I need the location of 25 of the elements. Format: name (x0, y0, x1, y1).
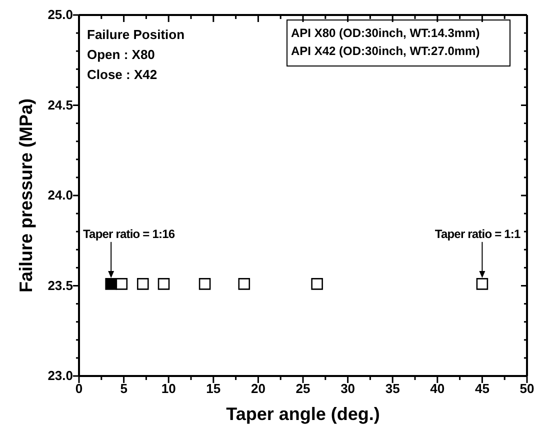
annotation: API X80 (OD:30inch, WT:14.3mm) (291, 26, 480, 40)
annotation: Taper ratio = 1:1 (434, 226, 521, 241)
y-axis-title: Failure pressure (MPa) (16, 98, 36, 293)
annotation: Open : X80 (87, 47, 155, 62)
x-tick-label: 15 (206, 381, 221, 396)
annotation: Failure Position (87, 27, 185, 42)
y-tick-label: 23.0 (48, 368, 73, 384)
x-tick-label: 25 (296, 381, 310, 396)
x-tick-label: 0 (75, 381, 83, 396)
x-tick-label: 40 (430, 381, 445, 396)
annotation: API X42 (OD:30inch, WT:27.0mm) (291, 44, 480, 58)
x-tick-label: 10 (161, 381, 176, 396)
x-tick-label: 50 (520, 381, 534, 396)
y-tick-label: 24.5 (48, 97, 73, 112)
y-tick-label: 24.0 (48, 188, 73, 203)
x-tick-label: 30 (340, 381, 356, 396)
x-tick-label: 35 (385, 381, 400, 396)
y-tick-label: 25.0 (48, 7, 73, 22)
annotation: Taper ratio = 1:16 (83, 226, 176, 241)
x-axis-title: Taper angle (deg.) (226, 404, 380, 424)
y-tick-label: 23.5 (48, 278, 73, 293)
x-tick-label: 20 (250, 381, 266, 396)
x-tick-label: 5 (120, 381, 128, 396)
annotation: Close : X42 (87, 67, 158, 82)
x-tick-label: 45 (474, 381, 490, 396)
